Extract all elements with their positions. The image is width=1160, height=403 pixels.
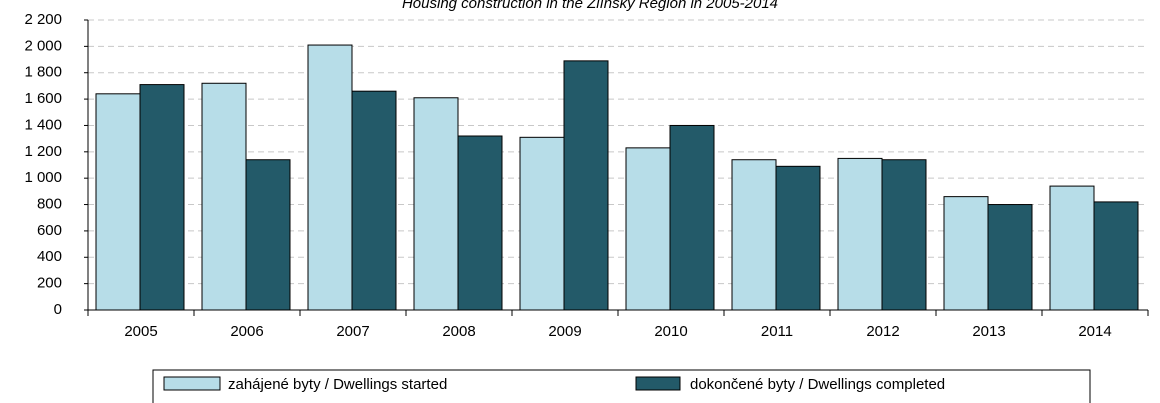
y-tick-label: 1 200 (24, 143, 62, 160)
bar (625, 147, 671, 311)
x-tick-label: 2009 (548, 323, 581, 340)
x-tick-label: 2014 (1078, 323, 1111, 340)
x-tick-label: 2005 (124, 323, 157, 340)
bar (457, 135, 503, 311)
y-tick-label: 1 800 (24, 64, 62, 81)
bar (731, 159, 777, 311)
x-tick-label: 2013 (972, 323, 1005, 340)
bar (95, 93, 141, 311)
bar (245, 159, 291, 311)
y-tick-label: 600 (37, 222, 62, 239)
bar (563, 60, 609, 311)
x-tick-label: 2012 (866, 323, 899, 340)
legend-label: dokončené byty / Dwellings completed (690, 376, 945, 393)
bar (1049, 185, 1095, 311)
y-tick-label: 0 (54, 301, 62, 318)
x-tick-label: 2010 (654, 323, 687, 340)
y-tick-label: 800 (37, 196, 62, 213)
bar (351, 90, 397, 311)
bar (201, 82, 247, 311)
y-tick-label: 2 200 (24, 11, 62, 28)
bar (837, 157, 883, 311)
bar (1093, 201, 1139, 311)
bar (987, 204, 1033, 311)
y-tick-label: 1 400 (24, 116, 62, 133)
chart-title: Housing construction in the Zlínský Regi… (402, 0, 778, 12)
legend-swatch (635, 376, 681, 391)
bar (943, 196, 989, 311)
x-tick-label: 2006 (230, 323, 263, 340)
bar (413, 97, 459, 311)
y-tick-label: 400 (37, 248, 62, 265)
x-tick-label: 2011 (761, 323, 793, 340)
y-tick-label: 1 600 (24, 90, 62, 107)
y-tick-label: 1 000 (24, 169, 62, 186)
bar (307, 44, 353, 311)
bar (669, 124, 715, 311)
bar (139, 84, 185, 311)
x-tick-label: 2007 (336, 323, 369, 340)
legend-label: zahájené byty / Dwellings started (228, 376, 447, 393)
bar (519, 136, 565, 311)
y-tick-label: 2 000 (24, 37, 62, 54)
bar (881, 159, 927, 311)
legend-swatch (163, 376, 221, 391)
legend-box (152, 369, 1091, 403)
bar (775, 165, 821, 311)
y-tick-label: 200 (37, 275, 62, 292)
x-tick-label: 2008 (442, 323, 475, 340)
